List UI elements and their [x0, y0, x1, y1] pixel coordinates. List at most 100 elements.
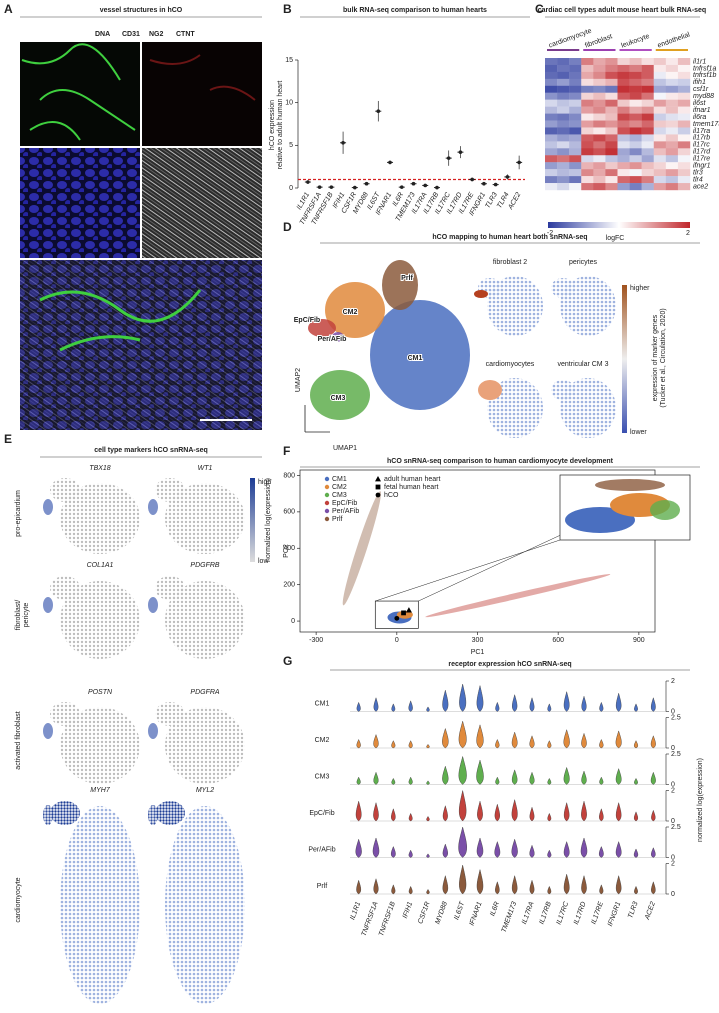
umap-hotspot: [43, 723, 53, 739]
heat-cell: [677, 141, 691, 149]
violin: [458, 721, 467, 749]
gene-label: ifnar1: [693, 107, 711, 114]
gene-label: COL1A1: [87, 562, 114, 569]
gene-label: tnfrsf1a: [693, 65, 716, 72]
heat-cell: [581, 169, 594, 177]
heat-cell: [629, 92, 642, 100]
ng2-signal: [149, 54, 256, 101]
heat-cell: [677, 176, 691, 184]
violin: [529, 844, 535, 858]
heat-cell: [617, 155, 630, 163]
heat-cell: [641, 113, 654, 121]
heat-cell: [581, 106, 594, 114]
heat-cell: [653, 183, 667, 191]
dot: [364, 181, 369, 186]
heat-cell: [677, 148, 691, 156]
x-tick-label: 600: [552, 637, 564, 644]
cluster-label: Per/AFib: [318, 336, 347, 343]
gene-label: PDGFRB: [190, 562, 220, 569]
dot: [411, 181, 416, 186]
gene-label: ifih1: [693, 79, 706, 86]
heat-cell: [677, 99, 691, 107]
heat-cell: [569, 183, 582, 191]
heat-cell: [677, 64, 691, 73]
violin: [547, 849, 552, 858]
heat-cell: [617, 64, 630, 73]
colorbar: [548, 222, 690, 228]
heat-cell: [569, 120, 582, 128]
dot: [517, 160, 521, 165]
dot: [341, 140, 345, 145]
zoom-box: [374, 600, 419, 629]
map-cloud: [478, 380, 502, 400]
violin: [458, 790, 467, 822]
legend-label: CM3: [332, 492, 347, 499]
cluster-label: CM3: [331, 395, 346, 402]
cloud: [425, 574, 611, 618]
violin: [547, 777, 552, 785]
heat-cell: [557, 148, 570, 156]
heat-cell: [569, 155, 582, 163]
heat-cell: [665, 120, 679, 128]
heat-cell: [629, 64, 642, 73]
heat-cell: [545, 120, 558, 128]
heat-cell: [665, 64, 679, 73]
umap-hotspot: [43, 805, 53, 825]
violin: [615, 875, 622, 895]
heat-cell: [617, 78, 630, 86]
map-hotspot: [474, 290, 488, 298]
heat-cell: [545, 58, 558, 66]
heat-cell: [557, 58, 570, 66]
gene-label: ace2: [693, 183, 708, 190]
heat-cell: [617, 127, 630, 135]
violin: [511, 769, 518, 785]
heat-cell: [569, 78, 582, 86]
group-label: endothelial: [657, 31, 692, 49]
heat-cell: [545, 92, 558, 100]
violin: [599, 884, 604, 895]
violin: [529, 735, 535, 749]
violin: [426, 889, 430, 895]
heat-cell: [641, 176, 654, 184]
panel-title: receptor expression hCO snRNA-seq: [448, 661, 571, 668]
row-label: pro-epicardium: [15, 490, 22, 537]
gene-label: tlr4: [693, 176, 703, 183]
gene-label: tnfrsf1b: [693, 72, 716, 79]
heat-cell: [581, 113, 594, 121]
dot: [376, 109, 381, 113]
gene-label: tlr3: [693, 169, 703, 176]
legend-label: Per/AFib: [332, 508, 359, 515]
heat-cell: [617, 99, 630, 107]
heat-cell: [617, 106, 630, 114]
panel-letter: G: [283, 654, 292, 668]
violin: [511, 838, 518, 858]
heat-cell: [605, 99, 618, 107]
row-label: fibroblast/: [15, 600, 22, 630]
legend-label: adult human heart: [384, 476, 440, 483]
row-label: CM2: [315, 737, 330, 744]
map-cloud: [551, 380, 575, 400]
heat-cell: [581, 78, 594, 86]
violin: [511, 731, 518, 749]
scale-label: 0: [671, 818, 675, 825]
violin: [373, 802, 379, 822]
violin: [615, 730, 622, 749]
violin: [426, 816, 430, 822]
heat-cell: [641, 134, 654, 142]
violin: [495, 881, 500, 895]
gene-label: IL17RA: [521, 901, 536, 926]
heat-cell: [641, 64, 654, 73]
heat-cell: [569, 113, 582, 121]
gene-label: IL17RD: [573, 901, 588, 926]
scale-label: 2.5: [671, 824, 681, 831]
heat-cell: [677, 127, 691, 135]
legend-label: CM2: [332, 484, 347, 491]
legend-swatch: [324, 500, 330, 506]
heat-cell: [593, 169, 606, 177]
gene-label: IL6R: [489, 901, 501, 917]
heat-cell: [593, 134, 606, 142]
heat-cell: [629, 155, 642, 163]
heat-cell: [653, 127, 667, 135]
gene-label: il1r1: [693, 58, 706, 65]
heat-cell: [581, 148, 594, 156]
